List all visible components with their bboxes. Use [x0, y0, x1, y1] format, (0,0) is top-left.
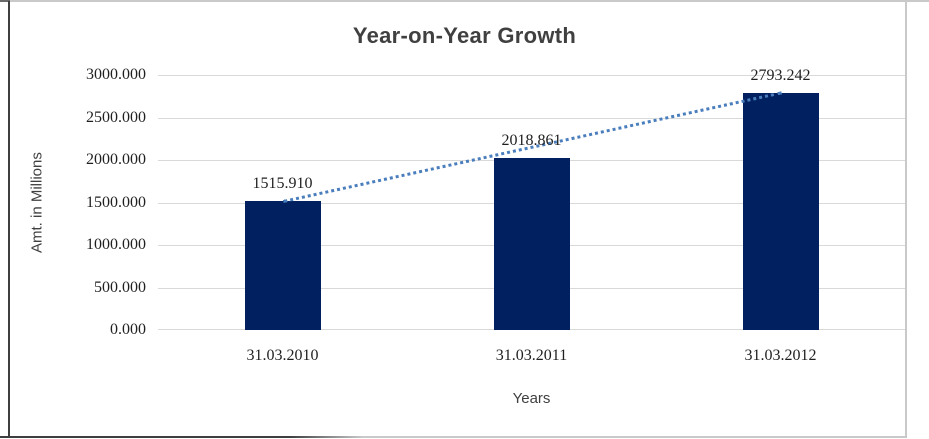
plot-area: 1515.910 2018.861 2793.242	[158, 67, 905, 330]
gridline	[158, 117, 905, 119]
bar-value-label: 1515.910	[252, 175, 313, 193]
x-tick-label: 31.03.2011	[495, 347, 568, 364]
chart-title: Year-on-Year Growth	[352, 23, 577, 48]
y-tick-label: 2000.000	[86, 151, 146, 168]
gridline	[158, 75, 905, 76]
x-tick-label: 31.03.2010	[246, 347, 319, 364]
frame-border-left	[8, 1, 10, 437]
frame-border-top	[0, 0, 929, 2]
x-axis-title: Years	[512, 390, 551, 407]
x-tick-label: 31.03.2012	[744, 347, 817, 364]
y-tick-label: 500.000	[94, 278, 146, 296]
bar-value-label: 2018.861	[501, 132, 562, 150]
y-tick-label: 3000.000	[86, 66, 146, 83]
y-tick-label: 1500.000	[86, 193, 146, 211]
y-axis-tick-labels: 0.000 500.000 1000.000 1500.000 2000.000 2500…	[0, 66, 146, 338]
frame-border-right	[905, 1, 907, 437]
bar	[742, 92, 819, 330]
x-axis-tick-labels: 31.03.2010 31.03.2011 31.03.2012	[158, 347, 905, 367]
y-tick-label: 1000.000	[86, 236, 146, 253]
frame-border-bottom	[0, 436, 907, 438]
bar-value-label: 2793.242	[750, 66, 811, 84]
bar	[493, 158, 570, 330]
y-tick-label: 0.000	[110, 321, 146, 338]
bar	[244, 201, 321, 330]
y-tick-label: 2500.000	[86, 108, 146, 126]
